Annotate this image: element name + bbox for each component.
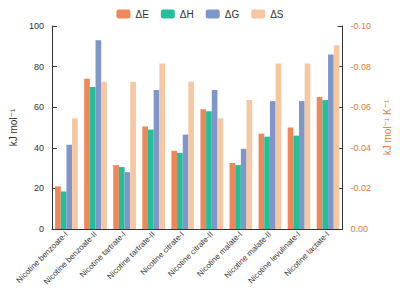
svg-text:Nicotine malate-II: Nicotine malate-II <box>222 229 274 281</box>
svg-text:Nicotine citrate-I: Nicotine citrate-I <box>138 229 186 277</box>
svg-text:ΔS: ΔS <box>270 9 284 20</box>
svg-text:kJ mol⁻¹: kJ mol⁻¹ <box>8 108 19 146</box>
svg-text:100: 100 <box>29 21 44 31</box>
svg-text:0: 0 <box>39 224 44 234</box>
svg-text:20: 20 <box>34 183 44 193</box>
svg-text:Nicotine tartrate-II: Nicotine tartrate-II <box>106 230 157 281</box>
svg-text:Nicotine levulinate-I: Nicotine levulinate-I <box>247 230 303 286</box>
svg-text:Nicotine benzoate-I: Nicotine benzoate-I <box>15 230 70 285</box>
svg-text:-0.10: -0.10 <box>351 21 372 31</box>
svg-text:80: 80 <box>34 62 44 72</box>
svg-text:ΔG: ΔG <box>225 9 240 20</box>
svg-text:Nicotine benzoate-II: Nicotine benzoate-II <box>42 230 99 287</box>
svg-text:Nicotine lactate-I: Nicotine lactate-I <box>283 230 331 278</box>
svg-text:Nicotine citrate-II: Nicotine citrate-II <box>166 229 215 279</box>
svg-text:-0.04: -0.04 <box>351 143 372 153</box>
svg-text:ΔE: ΔE <box>135 9 149 20</box>
svg-text:-0.02: -0.02 <box>351 183 372 193</box>
svg-text:-0.08: -0.08 <box>351 62 372 72</box>
svg-text:0.00: 0.00 <box>351 224 369 234</box>
svg-text:-0.06: -0.06 <box>351 102 372 112</box>
svg-text:Nicotine tartrate-I: Nicotine tartrate-I <box>78 229 128 280</box>
svg-text:60: 60 <box>34 102 44 112</box>
svg-text:kJ mol⁻¹ K⁻¹: kJ mol⁻¹ K⁻¹ <box>382 99 393 155</box>
svg-text:ΔH: ΔH <box>180 9 194 20</box>
svg-text:40: 40 <box>34 143 44 153</box>
svg-text:Nicotine malate-I: Nicotine malate-I <box>195 229 244 279</box>
